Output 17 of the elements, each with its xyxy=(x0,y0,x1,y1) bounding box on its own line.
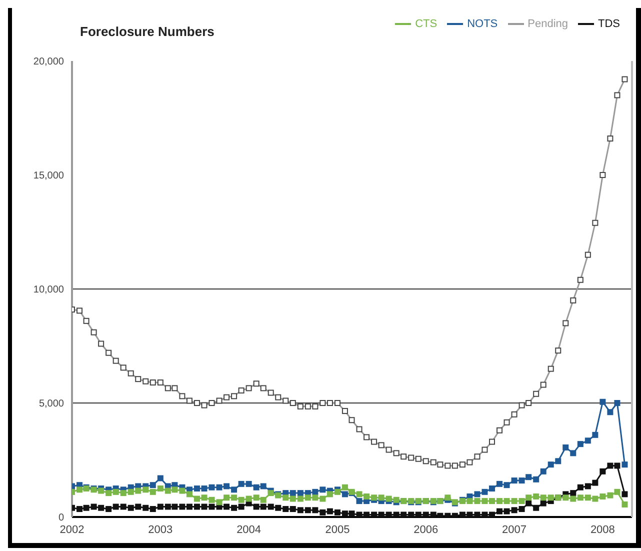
x-tick-label: 2002 xyxy=(60,524,84,536)
y-tick-label: 20,000 xyxy=(33,56,64,68)
chart-title: Foreclosure Numbers xyxy=(80,24,214,39)
y-tick-label: 15,000 xyxy=(33,170,64,182)
legend-label: Pending xyxy=(528,18,568,30)
x-tick-label: 2006 xyxy=(414,524,438,536)
y-tick-label: 5,000 xyxy=(38,398,64,410)
x-tick-label: 2005 xyxy=(325,524,350,536)
x-tick-label: 2004 xyxy=(236,524,262,536)
x-tick-label: 2003 xyxy=(148,524,173,536)
y-tick-label: 10,000 xyxy=(33,284,64,296)
x-tick-label: 2008 xyxy=(590,524,615,536)
x-tick-label: 2007 xyxy=(502,524,527,536)
y-tick-label: 0 xyxy=(58,512,64,524)
legend-label: NOTS xyxy=(467,18,498,30)
legend-label: CTS xyxy=(415,18,438,30)
legend-label: TDS xyxy=(598,18,620,30)
